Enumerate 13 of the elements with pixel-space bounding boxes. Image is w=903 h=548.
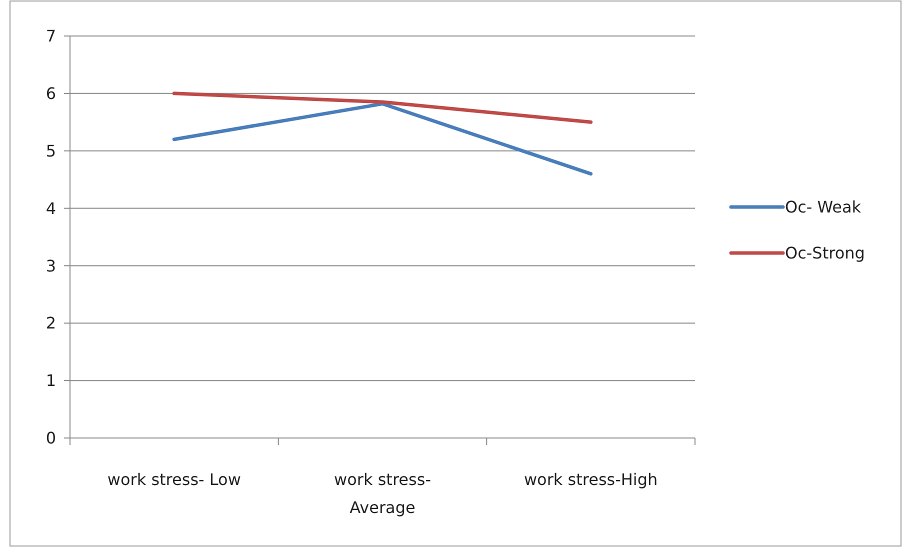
y-tick-label: 4	[46, 198, 56, 218]
y-tick-label: 5	[46, 141, 56, 160]
x-tick-label: work stress-High	[524, 470, 658, 489]
y-tick-label: 6	[46, 84, 56, 104]
legend-label: Oc- Weak	[785, 198, 862, 217]
y-tick-label: 7	[46, 26, 56, 46]
y-tick-label: 1	[46, 371, 56, 390]
y-tick-label: 3	[46, 256, 56, 276]
y-tick-label: 0	[46, 428, 56, 448]
legend-label: Oc-Strong	[785, 244, 865, 263]
x-tick-label: work stress- Low	[107, 470, 241, 489]
y-tick-label: 2	[46, 314, 56, 333]
x-tick-label: work stress- Average	[334, 470, 431, 517]
